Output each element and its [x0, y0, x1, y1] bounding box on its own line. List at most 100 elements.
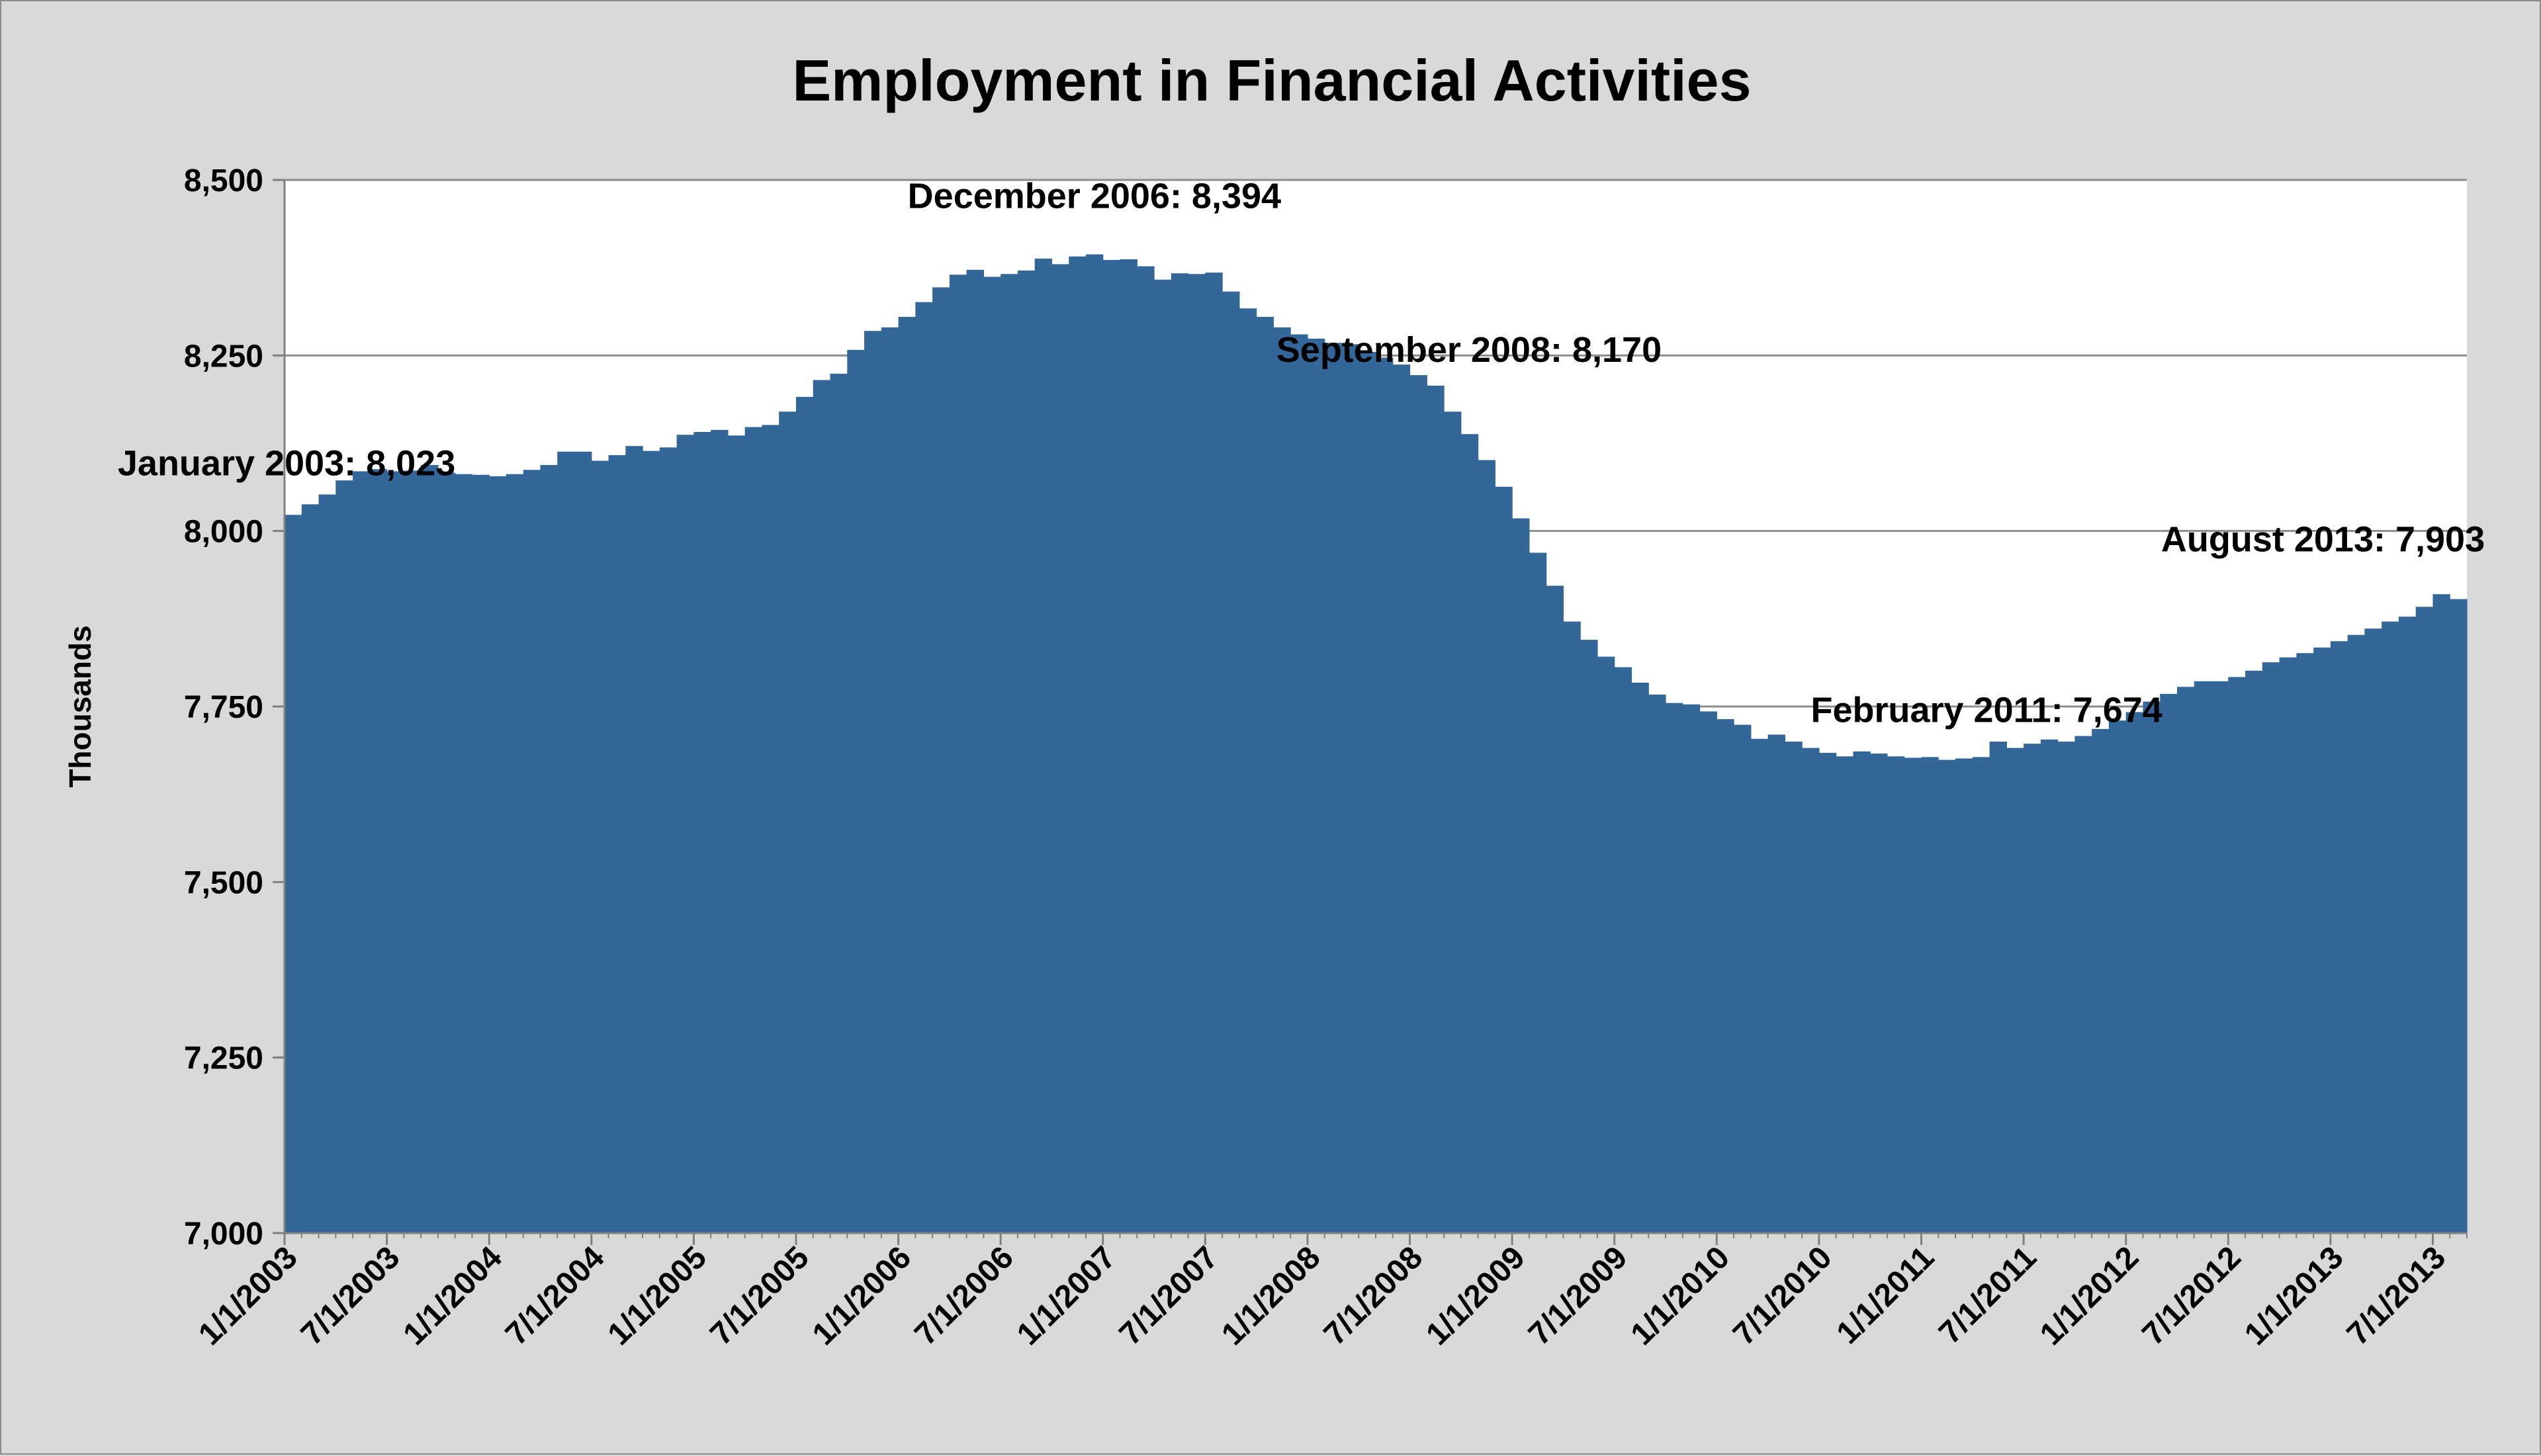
data-bar: [2160, 693, 2178, 1233]
data-bar: [2279, 657, 2297, 1233]
annotation-label: December 2006: 8,394: [908, 177, 1281, 216]
data-bar: [455, 474, 473, 1234]
data-bar: [2450, 599, 2468, 1233]
data-bar: [506, 474, 524, 1234]
data-bar: [472, 474, 490, 1233]
data-bar: [830, 373, 848, 1234]
annotation-label: August 2013: 7,903: [2161, 520, 2485, 560]
y-tick-label: 8,000: [184, 515, 263, 550]
annotation-label: February 2011: 7,674: [1810, 691, 2162, 730]
data-bar: [540, 464, 558, 1233]
data-bar: [1222, 291, 1240, 1233]
y-tick-label: 7,250: [184, 1041, 263, 1076]
data-bar: [1034, 258, 1053, 1233]
x-tick-label: 1/1/2007: [1010, 1240, 1123, 1352]
x-tick-label: 1/1/2004: [396, 1240, 509, 1352]
data-bar: [1614, 667, 1632, 1233]
data-bar: [421, 464, 439, 1233]
data-bar: [1376, 357, 1394, 1233]
x-tick-label: 7/1/2009: [1522, 1240, 1634, 1352]
data-bar: [1154, 279, 1172, 1234]
data-bar: [285, 515, 302, 1233]
data-bar: [693, 432, 711, 1233]
x-tick-label: 7/1/2012: [2135, 1240, 2248, 1352]
data-bar: [2432, 594, 2450, 1233]
data-bar: [1205, 273, 1223, 1234]
x-tick-label: 1/1/2009: [1419, 1240, 1532, 1352]
data-bar: [2313, 647, 2331, 1233]
data-bar: [744, 427, 763, 1233]
data-bar: [2211, 681, 2229, 1233]
data-bar: [1188, 274, 1206, 1234]
data-bar: [2143, 701, 2161, 1233]
data-bar: [711, 429, 729, 1233]
x-tick-label: 1/1/2006: [806, 1240, 918, 1352]
data-bar: [2415, 607, 2434, 1233]
data-bar: [1171, 273, 1189, 1233]
y-tick-label: 8,500: [184, 163, 263, 198]
data-bar: [1017, 270, 1036, 1233]
data-bar: [1359, 352, 1376, 1233]
data-bar: [2176, 687, 2195, 1233]
data-bar: [1256, 316, 1274, 1234]
data-bar: [1495, 486, 1513, 1233]
data-bar: [1648, 694, 1666, 1233]
data-bar: [727, 435, 746, 1233]
data-bar: [2074, 736, 2092, 1233]
y-axis-label: Thousands: [63, 625, 97, 787]
data-bar: [932, 287, 950, 1233]
data-bar: [2262, 662, 2280, 1233]
data-bar: [335, 480, 353, 1233]
x-tick-label: 7/1/2003: [294, 1240, 407, 1352]
data-bar: [1887, 756, 1905, 1233]
data-bar: [1051, 264, 1069, 1233]
annotation-layer: January 2003: 8,023 December 2006: 8,394 S…: [118, 177, 2485, 730]
data-bar: [1307, 338, 1325, 1233]
data-bar: [1069, 256, 1087, 1234]
data-bar: [966, 269, 984, 1234]
data-bar: [1444, 411, 1462, 1233]
data-bar: [1955, 758, 1973, 1233]
data-bar: [608, 455, 626, 1233]
data-bar: [523, 470, 541, 1233]
x-tick-label: 1/1/2005: [602, 1240, 714, 1352]
x-tick-label: 7/1/2006: [908, 1240, 1020, 1352]
data-bar: [881, 327, 899, 1233]
data-bar: [386, 471, 404, 1234]
data-bar: [659, 447, 678, 1233]
data-bar: [1921, 757, 1939, 1233]
annotation-label: September 2008: 8,170: [1276, 330, 1662, 370]
y-tick-label: 7,750: [184, 690, 263, 725]
data-bar: [949, 275, 967, 1233]
data-bar: [643, 450, 660, 1234]
data-bar: [1631, 682, 1649, 1233]
data-bar: [557, 451, 575, 1233]
data-bar: [1699, 711, 1717, 1233]
y-tick-label: 7,500: [184, 865, 263, 900]
y-tick-label: 7,000: [184, 1217, 263, 1252]
data-bar: [1341, 344, 1359, 1233]
data-bar: [1563, 621, 1581, 1233]
data-bar: [2296, 653, 2314, 1233]
data-bar: [1853, 751, 1871, 1233]
data-bar: [1580, 640, 1598, 1233]
data-bar: [1392, 364, 1411, 1233]
data-bar: [1938, 759, 1956, 1233]
data-bar: [1409, 375, 1427, 1233]
data-bar: [2125, 712, 2144, 1233]
data-bar: [1324, 343, 1343, 1233]
annotation-label: January 2003: 8,023: [118, 443, 455, 483]
data-bar: [2006, 748, 2024, 1233]
data-bar: [2194, 681, 2212, 1233]
data-bar: [795, 396, 814, 1234]
x-tick-label: 7/1/2013: [2340, 1240, 2453, 1352]
data-bar: [437, 472, 456, 1233]
data-bar: [1666, 703, 1683, 1233]
x-tick-label: 1/1/2012: [2033, 1240, 2146, 1352]
data-bar: [1460, 434, 1479, 1234]
data-bar: [591, 460, 609, 1233]
data-bar: [1972, 757, 1990, 1233]
data-bar: [625, 446, 643, 1233]
data-bar: [915, 302, 933, 1233]
bar-layer: [285, 254, 2468, 1234]
